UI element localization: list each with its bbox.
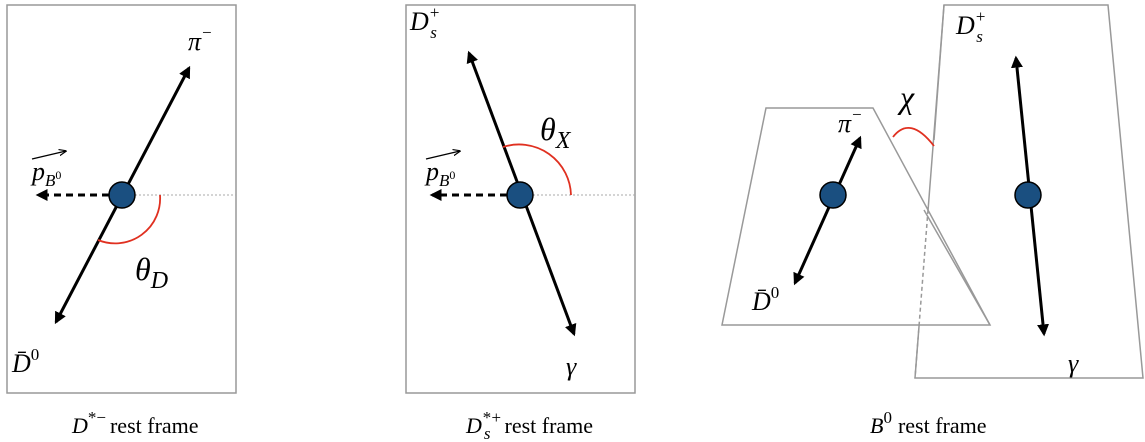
text-part: D [955,11,975,40]
label: D̄0 [751,283,779,316]
text-part: rest frame [898,413,987,438]
label: D̄0 [11,345,39,378]
caption: D*+ s rest frame [465,408,593,442]
text-part: χ [897,79,915,115]
text-part: D [465,413,482,438]
text-part: B [439,171,450,190]
text-part: *− [88,408,106,427]
caption: B0 rest frame [870,408,987,438]
text-part: − [851,105,862,124]
decay-line [793,135,862,286]
text-part: s [976,27,983,46]
panel-2: D+ s pB0 θX γ D*+ s rest frame [405,3,636,442]
label: θD [135,251,168,294]
text-part: 0 [771,283,780,302]
text-part: + [429,3,440,22]
label: γ [566,352,577,381]
text-part: + [975,7,986,26]
panel-3: χ π− D̄0 D+ s γ B0 rest frame [721,4,1144,438]
text-part: γ [1068,349,1079,378]
text-part: s [484,424,491,442]
text-part: D [409,7,429,36]
text-part: θ [540,111,556,147]
text-part: 0 [31,345,40,364]
hidden-edge [914,209,929,379]
angle-arc [502,143,572,196]
text-part: π [838,109,852,138]
angle-arc [892,127,935,147]
vertex [506,181,534,209]
text-part: 0 [883,408,892,427]
text-part: p [30,157,45,186]
text-part: π [188,27,202,56]
text-part: D [150,268,168,294]
label: pB0 [424,157,455,190]
text-part: rest frame [110,413,199,438]
text-part: − [201,23,212,42]
panel-1: π− pB0 θD D̄0 D*− rest frame [6,4,237,438]
text-part: D [71,413,88,438]
vector-arrow [425,151,460,160]
label: π− [188,23,213,56]
label: γ [1068,349,1079,378]
label: D+ s [955,7,986,46]
text-part: X [555,128,572,154]
text-part: 0 [449,168,455,182]
text-part: *+ [482,408,502,427]
vertex [819,181,847,209]
text-part: D̄ [11,349,31,378]
label: D+ s [409,3,440,42]
text-part: s [430,23,437,42]
vertex [108,181,136,209]
text-part: B [45,171,56,190]
vector-arrow [31,151,66,160]
frame [6,4,237,394]
label: pB0 [30,157,61,190]
label: χ [897,79,915,115]
edge [923,209,991,326]
label: θX [540,111,572,154]
text-part: p [424,157,439,186]
frame [405,4,636,394]
text-part: θ [135,251,151,287]
angle-arc [97,194,161,245]
label: π− [838,105,863,138]
edge [933,4,945,141]
caption: D*− rest frame [71,408,199,438]
text-part: B [870,413,883,438]
text-part: D̄ [751,287,771,316]
vertex [1014,181,1042,209]
text-part: γ [566,352,577,381]
text-part: rest frame [505,413,594,438]
text-part: 0 [55,168,61,182]
